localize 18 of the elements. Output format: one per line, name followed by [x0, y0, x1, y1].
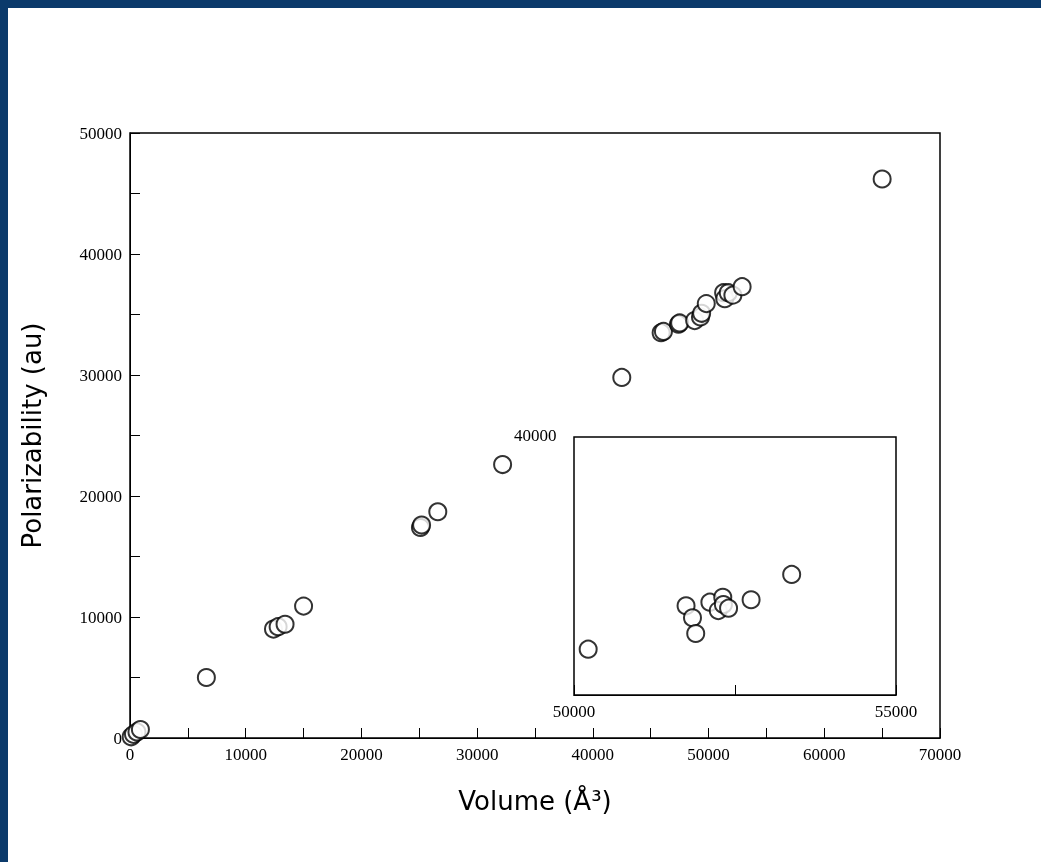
- x-tick-label: 40000: [571, 745, 615, 764]
- x-tick-label: 50000: [687, 745, 730, 764]
- y-tick-label: 40000: [79, 244, 122, 264]
- x-tick-label: 30000: [455, 745, 499, 764]
- x-tick-label: 55000: [874, 702, 918, 721]
- y-axis-title: Polarizability (au): [17, 322, 47, 549]
- y-tick-label: 20000: [79, 486, 122, 506]
- y-tick-label: 50000: [79, 123, 122, 143]
- y-tick-label: 0: [113, 728, 122, 748]
- x-tick-label: 10000: [224, 745, 267, 764]
- x-tick-label: 60000: [803, 745, 846, 764]
- y-tick-label: 10000: [79, 607, 122, 627]
- x-axis-title: Volume (Å³): [458, 785, 612, 816]
- annotation: 40000: [514, 426, 557, 445]
- x-tick-label: 0: [125, 745, 135, 764]
- y-tick-label: 30000: [79, 365, 122, 385]
- x-tick-label: 20000: [340, 745, 383, 764]
- x-tick-label: 70000: [918, 745, 962, 764]
